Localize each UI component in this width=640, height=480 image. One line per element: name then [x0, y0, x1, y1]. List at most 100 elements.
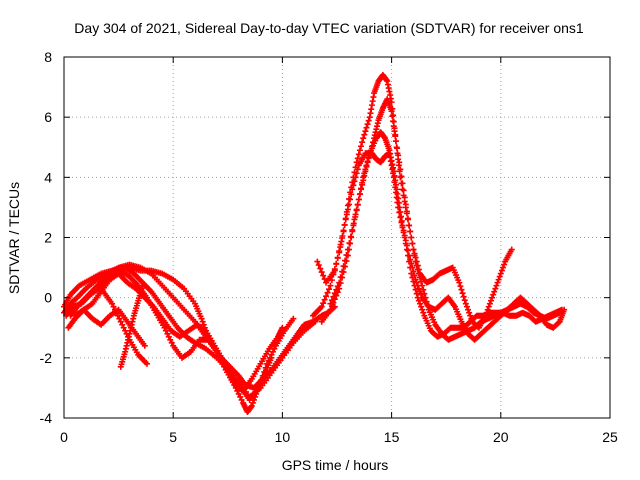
data-point	[355, 196, 362, 203]
data-point	[418, 303, 425, 310]
data-point	[120, 324, 127, 331]
data-point	[331, 290, 338, 297]
x-tick-label: 0	[60, 429, 68, 445]
data-point	[364, 158, 371, 165]
data-point	[165, 333, 172, 340]
data-point	[484, 306, 491, 313]
data-point	[483, 309, 490, 316]
data-point	[116, 315, 123, 322]
series-track-11	[318, 96, 515, 331]
data-point	[413, 258, 420, 265]
data-point	[395, 156, 402, 163]
data-point	[414, 262, 421, 269]
data-point	[113, 309, 120, 316]
data-point	[346, 195, 353, 202]
data-point	[168, 339, 175, 346]
data-point	[344, 246, 351, 253]
data-point	[337, 274, 344, 281]
data-point	[555, 319, 562, 326]
data-point	[359, 139, 366, 146]
data-point	[415, 285, 422, 292]
data-point	[393, 144, 400, 151]
data-point	[199, 318, 206, 325]
data-point	[391, 128, 398, 135]
data-point	[394, 150, 401, 157]
data-point	[336, 248, 343, 255]
data-point	[497, 270, 504, 277]
data-point	[397, 174, 404, 181]
data-point	[320, 272, 327, 279]
data-point	[323, 293, 330, 300]
data-point	[336, 279, 343, 286]
data-point	[408, 260, 415, 267]
data-point	[486, 300, 493, 307]
data-point	[395, 162, 402, 169]
data-point	[259, 372, 266, 379]
data-point	[419, 306, 426, 313]
data-point	[358, 185, 365, 192]
data-point	[215, 351, 222, 358]
data-point	[420, 286, 427, 293]
data-point	[482, 312, 489, 319]
y-tick-label: -4	[40, 410, 53, 426]
data-point	[218, 357, 225, 364]
data-point	[162, 327, 169, 334]
data-point	[398, 180, 405, 187]
data-point	[328, 297, 335, 304]
data-point	[262, 364, 269, 371]
data-point	[421, 290, 428, 297]
data-point	[415, 266, 422, 273]
data-point	[355, 151, 362, 158]
y-tick-label: 2	[44, 230, 52, 246]
data-point	[352, 164, 359, 171]
data-point	[365, 117, 372, 124]
data-point	[498, 267, 505, 274]
data-point	[416, 300, 423, 307]
data-point	[400, 187, 407, 194]
data-point	[401, 232, 408, 239]
data-point	[494, 279, 501, 286]
data-point	[342, 257, 349, 264]
data-point	[261, 368, 268, 375]
x-tick-label: 5	[169, 429, 177, 445]
data-point	[363, 162, 370, 169]
data-point	[485, 303, 492, 310]
data-point	[362, 128, 369, 135]
data-point	[389, 113, 396, 120]
data-point	[390, 123, 397, 130]
data-point	[267, 354, 274, 361]
data-point	[290, 315, 297, 322]
data-point	[344, 202, 351, 209]
data-point	[343, 208, 350, 215]
data-point	[365, 154, 372, 161]
data-point	[499, 264, 506, 271]
data-point	[492, 285, 499, 292]
data-point	[411, 272, 418, 279]
data-point	[412, 254, 419, 261]
series-track-5	[67, 267, 286, 394]
data-point	[330, 293, 337, 300]
data-point	[409, 240, 416, 247]
data-point	[333, 286, 340, 293]
data-point	[340, 263, 347, 270]
data-point	[161, 324, 168, 331]
data-point	[315, 262, 322, 269]
data-point	[495, 276, 502, 283]
data-point	[327, 300, 334, 307]
data-points	[61, 72, 568, 415]
data-point	[491, 288, 498, 295]
data-point	[360, 135, 367, 142]
data-point	[501, 261, 508, 268]
data-point	[334, 254, 341, 261]
data-point	[258, 376, 265, 383]
y-tick-label: -2	[40, 350, 53, 366]
data-point	[388, 108, 395, 115]
series-track-7	[100, 288, 150, 367]
data-point	[406, 222, 413, 229]
data-point	[402, 237, 409, 244]
series-track-12	[327, 129, 568, 343]
data-point	[356, 147, 363, 154]
chart-title: Day 304 of 2021, Sidereal Day-to-day VTE…	[74, 20, 584, 36]
data-point	[356, 190, 363, 197]
